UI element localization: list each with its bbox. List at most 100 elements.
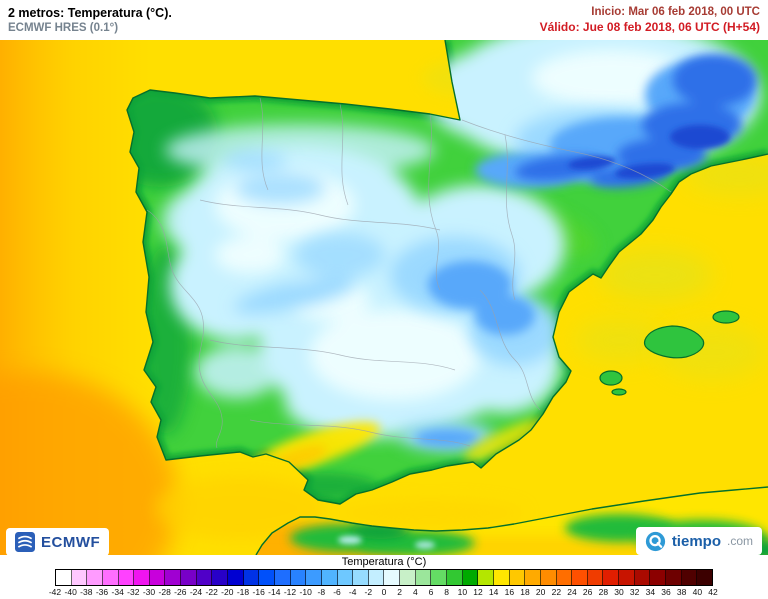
temperature-map-canvas (0, 39, 768, 599)
colorbar-tick-label: -22 (205, 587, 218, 597)
tiempo-logo: tiempo .com (635, 527, 762, 555)
colorbar-tick-label: 10 (457, 587, 468, 597)
colorbar-tick-label: -6 (333, 587, 341, 597)
colorbar-tick-label: 40 (692, 587, 703, 597)
colorbar-tick-label: 20 (535, 587, 546, 597)
colorbar-segment (603, 570, 620, 585)
colorbar-tick-label: 0 (381, 587, 387, 597)
colorbar-segment (540, 570, 557, 585)
colorbar-tick-label: 16 (504, 587, 515, 597)
colorbar-tick-label: -8 (317, 587, 326, 597)
colorbar-tick-label: -30 (142, 587, 156, 597)
colorbar-tick-label: -38 (80, 587, 93, 597)
colorbar-segment (447, 570, 463, 585)
colorbar-tick-label: -10 (299, 587, 312, 597)
coastlines (126, 39, 768, 556)
colorbar-tick-label: 34 (645, 587, 656, 597)
colorbar-tick-label: -2 (364, 587, 373, 597)
colorbar-tick-label: -32 (127, 587, 140, 597)
colorbar-segment (212, 570, 229, 585)
colorbar-segment (87, 570, 103, 585)
colorbar-segment (587, 570, 604, 585)
tiempo-logo-text: tiempo (671, 532, 721, 550)
temperature-map (0, 39, 768, 599)
colorbar-segment (634, 570, 651, 585)
colorbar-tick-label: -40 (64, 587, 77, 597)
island-formentera (611, 388, 627, 396)
map-title: 2 metros: Temperatura (°C). (8, 6, 172, 20)
colorbar-segment (353, 570, 369, 585)
colorbar-tick-label: 38 (676, 587, 687, 597)
colorbar-segment (415, 570, 432, 585)
colorbar-tick-label: 14 (488, 587, 499, 597)
colorbar-segment (181, 570, 197, 585)
admin-boundaries (146, 97, 672, 449)
colorbar-tick-label: 22 (551, 587, 562, 597)
colorbar-tick-label: -42 (48, 587, 62, 597)
colorbar-segment (134, 570, 150, 585)
legend: Temperatura (°C) -42 -40 -38 -36 -34 -32 -30 -2… (0, 555, 768, 599)
colorbar-segment (337, 570, 354, 585)
colorbar-tick-label: -12 (283, 587, 297, 597)
colorbar-segment (572, 570, 588, 585)
colorbar-tick-label: 18 (520, 587, 530, 597)
colorbar-tick-label: -34 (111, 587, 124, 597)
colorbar-tick-label: 32 (629, 587, 640, 597)
colorbar-tick-label: 8 (444, 587, 450, 597)
colorbar-tick-label: 28 (598, 587, 609, 597)
tiempo-icon (645, 531, 665, 551)
colorbar-tick-label: -36 (95, 587, 109, 597)
colorbar-tick-label: 24 (567, 587, 577, 597)
colorbar-segment (493, 570, 510, 585)
colorbar-tick-label: 4 (412, 587, 418, 597)
header-right: Inicio: Mar 06 feb 2018, 00 UTC Válido: … (540, 6, 760, 34)
tiempo-logo-tld: .com (726, 534, 753, 548)
ecmwf-logo: ECMWF (6, 528, 110, 556)
colorbar (55, 569, 713, 586)
colorbar-tick-label: 12 (473, 587, 483, 597)
ecmwf-logo-text: ECMWF (41, 533, 101, 551)
colorbar-tick-label: 26 (582, 587, 593, 597)
colorbar-segment (384, 570, 401, 585)
colorbar-segment (274, 570, 291, 585)
colorbar-segment (400, 570, 416, 585)
island-ibiza (599, 370, 623, 386)
colorbar-segment (321, 570, 338, 585)
valid-time-label: Válido: Jue 08 feb 2018, 06 UTC (H+54) (539, 20, 760, 34)
colorbar-segment (619, 570, 635, 585)
colorbar-segment (525, 570, 541, 585)
colorbar-segment (431, 570, 448, 585)
colorbar-segment (478, 570, 494, 585)
balearic-islands (599, 310, 740, 396)
header: 2 metros: Temperatura (°C). ECMWF HRES (… (0, 0, 768, 40)
colorbar-tick-label: -28 (158, 587, 171, 597)
colorbar-segment (290, 570, 307, 585)
colorbar-segment (165, 570, 182, 585)
colorbar-tick-label: -16 (252, 587, 265, 597)
colorbar-tick-label: 30 (614, 587, 624, 597)
init-time-label: Inicio: Mar 06 feb 2018, 00 UTC (591, 6, 760, 18)
island-mallorca (643, 325, 705, 359)
colorbar-segment (650, 570, 666, 585)
colorbar-segment (228, 570, 244, 585)
model-label: ECMWF HRES (0.1°) (8, 22, 119, 34)
island-menorca (712, 310, 740, 324)
ecmwf-icon (15, 532, 35, 552)
colorbar-tick-label: -24 (189, 587, 203, 597)
colorbar-tick-label: 36 (661, 587, 671, 597)
header-left: 2 metros: Temperatura (°C). ECMWF HRES (… (8, 6, 172, 34)
colorbar-segment (368, 570, 385, 585)
colorbar-segment (243, 570, 260, 585)
colorbar-segment (56, 570, 72, 585)
colorbar-segment (509, 570, 526, 585)
colorbar-segment (71, 570, 88, 585)
colorbar-segment (462, 570, 479, 585)
colorbar-segment (149, 570, 166, 585)
colorbar-segment (556, 570, 573, 585)
legend-title: Temperatura (°C) (341, 556, 427, 568)
colorbar-segment (259, 570, 275, 585)
colorbar-tick-label: -4 (348, 587, 357, 597)
colorbar-tick-label: -20 (221, 587, 234, 597)
colorbar-tick-label: 2 (397, 587, 403, 597)
